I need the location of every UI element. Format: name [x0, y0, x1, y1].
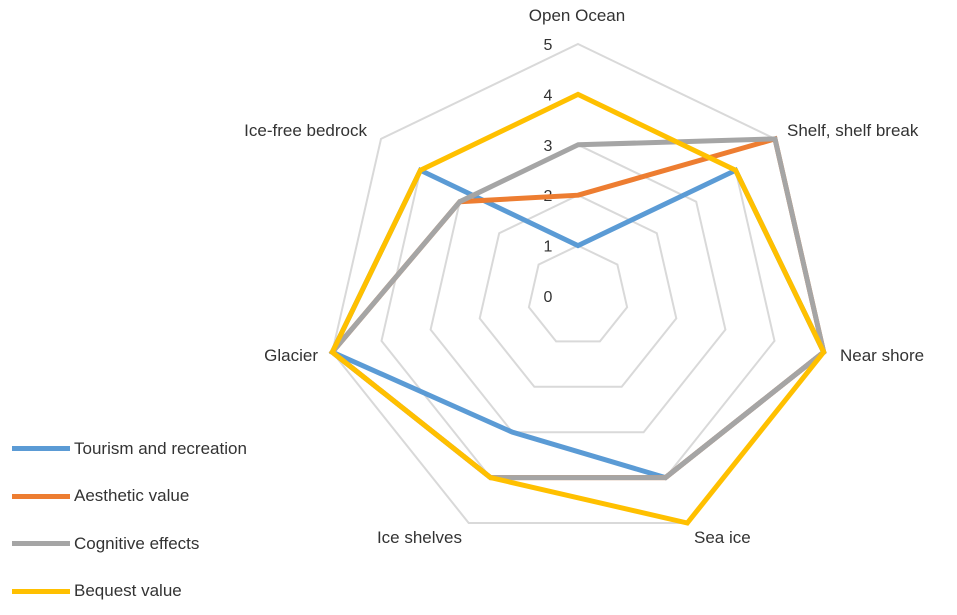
grid-ring-2 — [480, 195, 677, 387]
category-label-glacier: Glacier — [264, 346, 318, 365]
category-label-sea-ice: Sea ice — [694, 528, 751, 547]
tick-label-0: 0 — [544, 289, 553, 306]
tick-label-3: 3 — [544, 138, 553, 155]
tick-label-1: 1 — [544, 239, 553, 256]
legend-label-aesthetic: Aesthetic value — [74, 486, 189, 506]
category-label-ice-free-bedrock: Ice-free bedrock — [244, 121, 367, 140]
legend-swatch-aesthetic — [12, 494, 70, 499]
series-line-cognitive-effects — [332, 139, 823, 478]
grid-ring-3 — [431, 145, 726, 432]
legend-label-cognitive: Cognitive effects — [74, 534, 199, 554]
legend-label-bequest: Bequest value — [74, 581, 182, 601]
series-line-bequest-value — [332, 94, 823, 523]
legend: Tourism and recreation Aesthetic value C… — [12, 425, 247, 615]
category-label-shelf-shelf-break: Shelf, shelf break — [787, 121, 919, 140]
legend-item-bequest[interactable]: Bequest value — [12, 568, 247, 615]
legend-swatch-bequest — [12, 589, 70, 594]
category-label-ice-shelves: Ice shelves — [377, 528, 462, 547]
legend-label-tourism: Tourism and recreation — [74, 439, 247, 459]
tick-label-5: 5 — [544, 37, 553, 54]
legend-swatch-tourism — [12, 446, 70, 451]
category-label-near-shore: Near shore — [840, 346, 924, 365]
category-label-open-ocean: Open Ocean — [529, 6, 625, 25]
series-lines — [332, 94, 823, 523]
tick-label-4: 4 — [544, 87, 553, 104]
legend-swatch-cognitive — [12, 541, 70, 546]
legend-item-tourism[interactable]: Tourism and recreation — [12, 425, 247, 473]
legend-item-aesthetic[interactable]: Aesthetic value — [12, 473, 247, 521]
category-labels: Open Ocean Shelf, shelf break Near shore… — [244, 6, 924, 547]
legend-item-cognitive[interactable]: Cognitive effects — [12, 520, 247, 568]
series-line-aesthetic-value — [332, 139, 823, 478]
